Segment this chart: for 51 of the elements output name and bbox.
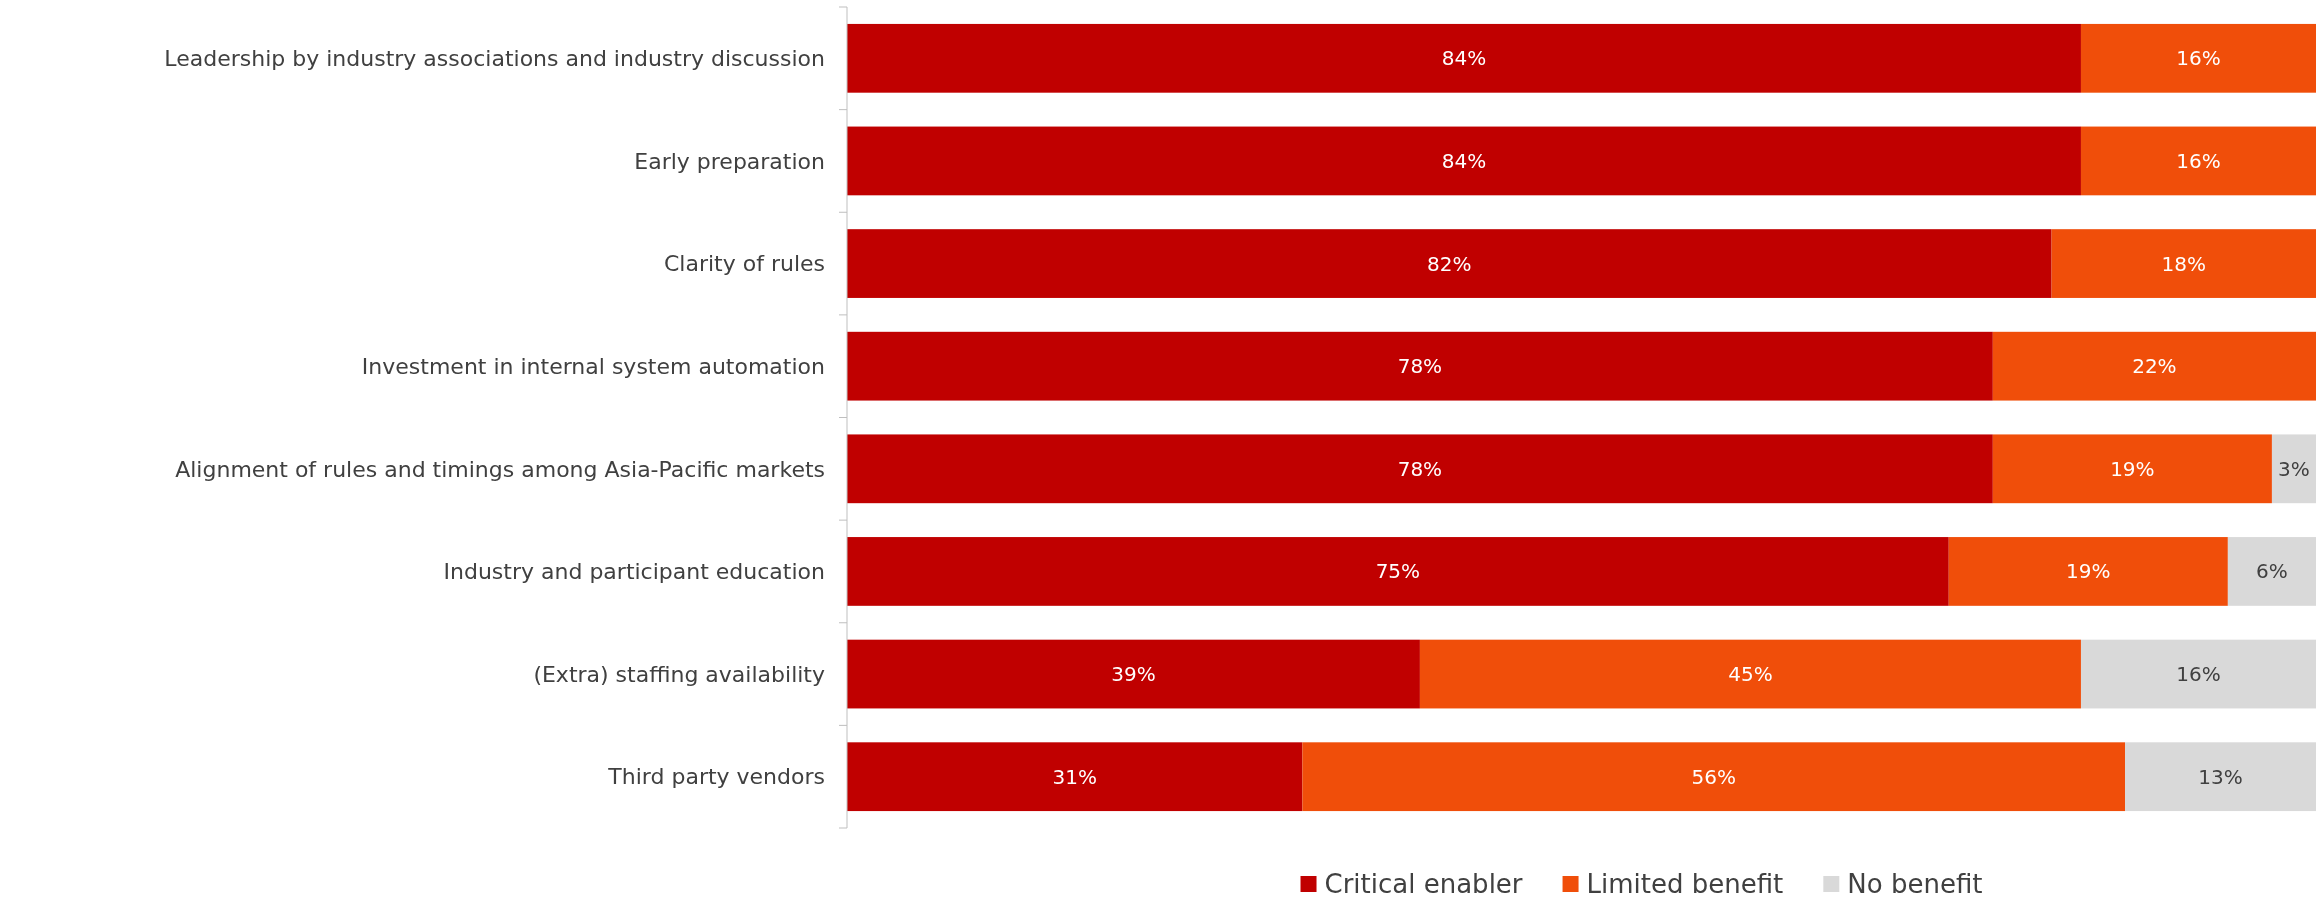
y-tick-label: (Extra) staffing availability [533,661,825,687]
bar [2125,742,2316,812]
data-label: 84% [1441,148,1487,173]
legend-label: No benefit [1847,869,1983,900]
bar [847,537,1949,606]
data-label: 16% [2176,46,2221,71]
legend-label: Limited benefit [1586,869,1784,900]
bar [1948,537,2228,606]
bar [847,23,2081,93]
data-label: 16% [2176,148,2221,173]
bar [847,434,1993,504]
bar [847,742,1303,812]
bar [1992,434,2272,504]
bar [847,229,2052,298]
data-label: 3% [2278,456,2310,481]
y-tick-label: Industry and participant education [443,559,825,585]
bar [847,331,1993,401]
data-label: 56% [1691,764,1736,789]
data-label: 19% [2110,456,2155,481]
data-label: 45% [1728,662,1773,687]
data-label: 82% [1427,251,1472,276]
data-label: 39% [1111,662,1156,687]
y-tick-label: Early preparation [634,148,825,174]
bar [1992,331,2316,401]
bar [1419,639,2081,709]
bar [2080,639,2316,709]
y-tick-label: Clarity of rules [663,251,825,277]
legend-label: Critical enabler [1324,869,1523,900]
bar [2271,434,2316,504]
y-tick-label: Investment in internal system automation [361,353,825,379]
bar [1302,742,2126,812]
bar [2227,537,2316,606]
y-tick-label: Alignment of rules and timings among Asia-Pacific markets [175,456,825,482]
bar [2051,229,2316,298]
data-label: 78% [1397,354,1443,379]
data-label: 13% [2198,764,2243,789]
data-label: 16% [2176,662,2221,687]
data-label: 84% [1441,46,1487,71]
data-label: 18% [2161,251,2207,276]
y-tick-label: Third party vendors [607,764,825,790]
bar [847,639,1420,709]
bar [847,126,2081,196]
data-label: 22% [2132,354,2177,379]
data-label: 31% [1052,764,1097,789]
bar [2080,126,2316,196]
y-tick-label: Leadership by industry associations and industry discussion [164,46,825,72]
data-label: 19% [2066,559,2111,584]
data-label: 75% [1375,559,1421,584]
bar [2080,23,2316,93]
data-label: 78% [1397,456,1443,481]
data-label: 6% [2256,559,2288,584]
